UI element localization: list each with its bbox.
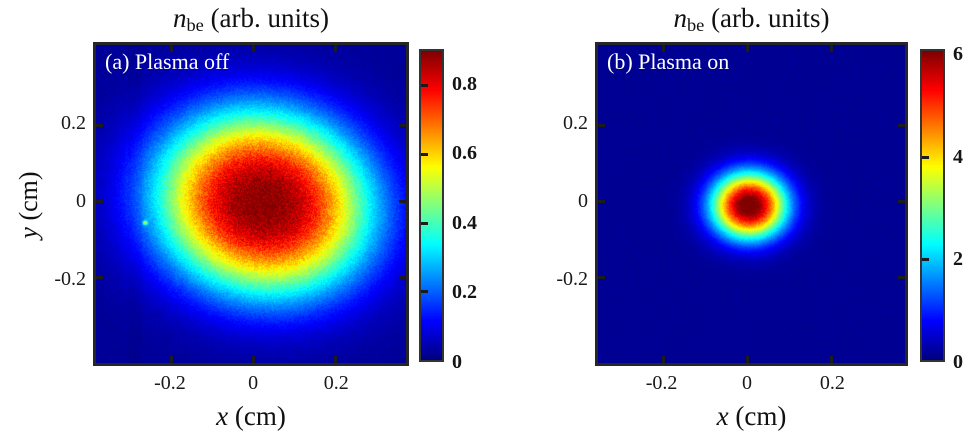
panel-a-title-variable: n	[172, 3, 187, 33]
y-tickmark-right	[898, 276, 905, 279]
x-tickmark-bottom	[830, 356, 833, 363]
colorbar-tickmark	[421, 290, 428, 293]
panel-a-heatmap: (a) Plasma off	[93, 42, 409, 366]
y-tick-label: 0	[76, 190, 86, 213]
colorbar-tick-label: 0.4	[452, 211, 477, 234]
colorbar-tickmark	[421, 153, 428, 156]
x-tick-label: -0.2	[154, 372, 186, 394]
y-tick-label: 0.2	[61, 112, 86, 135]
panel-a-colorbar-canvas	[421, 51, 442, 360]
colorbar-tickmark	[922, 258, 929, 261]
panel-b-x-axis-label: x (cm)	[595, 399, 908, 435]
x-tick-label: 0.2	[819, 372, 845, 394]
y-tickmark-left	[96, 124, 103, 127]
colorbar-tickmark	[922, 156, 929, 159]
colorbar-tick-label: 0.6	[452, 142, 477, 165]
panel-b-title-variable: n	[673, 3, 687, 33]
colorbar-tick-label: 0.8	[452, 72, 477, 95]
x-tickmark-top	[334, 45, 337, 52]
panel-a-xlabel-variable: x	[216, 401, 229, 431]
colorbar-tickmark	[421, 84, 428, 87]
panel-a-colorbar	[419, 49, 444, 362]
panel-a-xlabel-units: (cm)	[228, 401, 286, 431]
y-tickmark-left	[598, 276, 605, 279]
panel-b-title-subscript: be	[686, 15, 705, 36]
y-tick-label: -0.2	[54, 267, 86, 290]
y-tickmark-right	[399, 276, 406, 279]
x-tickmark-bottom	[252, 356, 255, 363]
panel-b-colorbar	[920, 49, 945, 362]
x-tickmark-top	[252, 45, 255, 52]
panel-a-title: nbe (arb. units)	[93, 0, 409, 36]
x-tickmark-top	[662, 45, 665, 52]
panel-b-title-units: (arb. units)	[704, 3, 830, 33]
x-tick-label: 0	[742, 372, 753, 394]
y-tickmark-left	[598, 124, 605, 127]
y-tickmark-left	[96, 200, 103, 203]
panel-b-colorbar-canvas	[922, 51, 943, 360]
panel-b-xlabel-units: (cm)	[728, 401, 787, 431]
y-tickmark-right	[898, 200, 905, 203]
panel-b-heatmap-canvas	[598, 45, 905, 363]
panel-b-label: (b) Plasma on	[607, 49, 730, 74]
panel-a-heatmap-canvas	[96, 45, 406, 363]
x-tickmark-top	[830, 45, 833, 52]
colorbar-tick-label: 6	[953, 43, 963, 66]
y-tick-label: 0.2	[563, 112, 588, 135]
colorbar-tick-label: 2	[953, 248, 963, 271]
x-tickmark-top	[746, 45, 749, 52]
colorbar-tick-label: 0	[452, 351, 462, 373]
y-tickmark-left	[598, 200, 605, 203]
panel-a-x-axis-label: x (cm)	[93, 399, 409, 435]
panel-b-xlabel-variable: x	[716, 401, 729, 431]
colorbar-tick-label: 4	[953, 145, 963, 168]
x-tickmark-bottom	[170, 356, 173, 363]
colorbar-tick-label: 0	[953, 351, 963, 373]
y-tickmark-left	[96, 276, 103, 279]
y-tick-label: 0	[578, 190, 588, 213]
y-tick-label: -0.2	[556, 267, 588, 290]
panel-b-title: nbe (arb. units)	[595, 0, 908, 36]
panel-a-label: (a) Plasma off	[105, 49, 230, 74]
x-tick-label: 0	[248, 372, 259, 394]
x-tickmark-bottom	[334, 356, 337, 363]
y-tickmark-right	[399, 124, 406, 127]
x-tick-label: 0.2	[323, 372, 349, 394]
y-tickmark-right	[898, 124, 905, 127]
x-tickmark-bottom	[662, 356, 665, 363]
x-tickmark-bottom	[746, 356, 749, 363]
y-tickmark-right	[399, 200, 406, 203]
x-tick-label: -0.2	[645, 372, 678, 394]
colorbar-tick-label: 0.2	[452, 281, 477, 304]
x-tickmark-top	[170, 45, 173, 52]
panel-b-heatmap: (b) Plasma on	[595, 42, 908, 366]
colorbar-tickmark	[421, 222, 428, 225]
panel-a-ylabel-variable: y	[14, 227, 43, 239]
panel-a-title-units: (arb. units)	[203, 3, 330, 33]
panel-a-title-subscript: be	[186, 15, 204, 36]
